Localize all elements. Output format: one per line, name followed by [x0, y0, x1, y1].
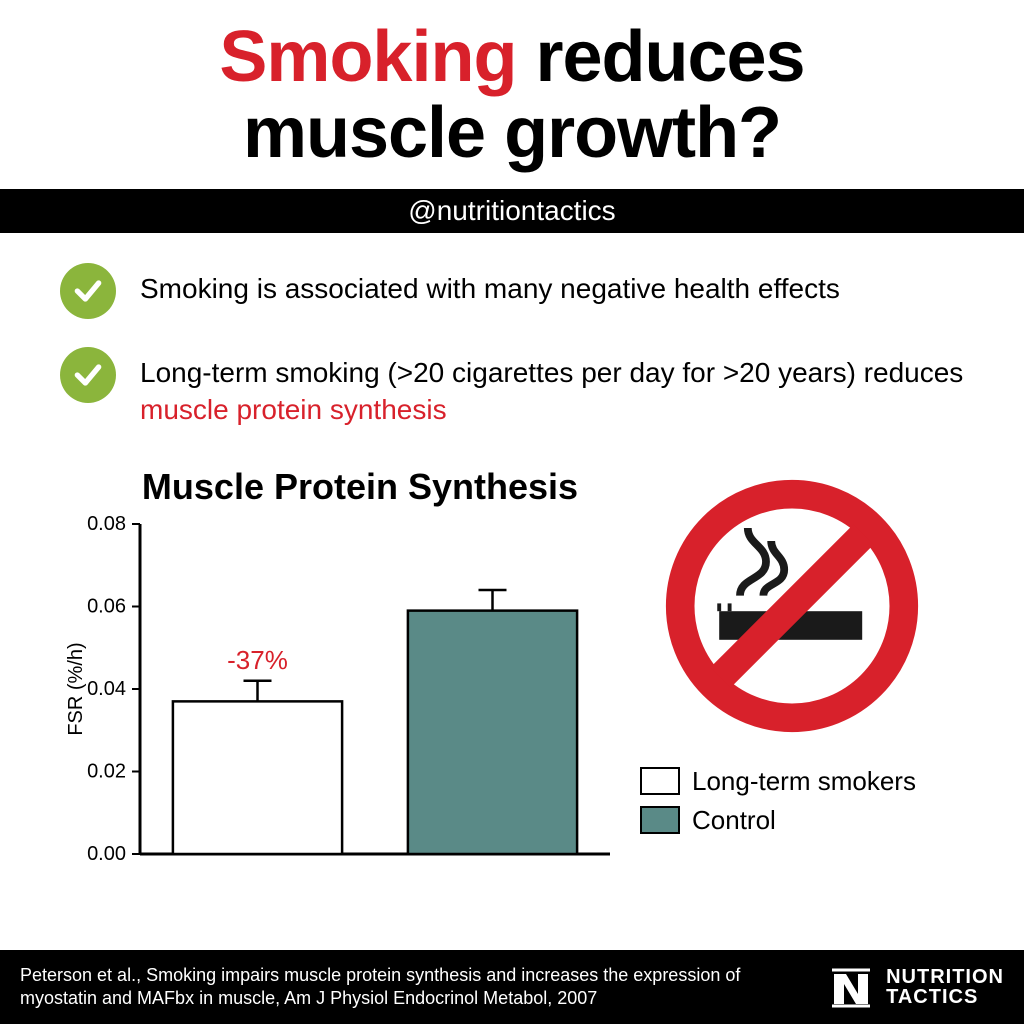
footer-bar: Peterson et al., Smoking impairs muscle … — [0, 950, 1024, 1024]
svg-text:0.00: 0.00 — [87, 843, 126, 865]
legend-swatch — [640, 806, 680, 834]
bullet-text: Smoking is associated with many negative… — [140, 263, 840, 307]
legend-label: Control — [692, 805, 776, 836]
no-smoking-icon — [662, 476, 922, 736]
bullet-list: Smoking is associated with many negative… — [0, 233, 1024, 466]
legend-swatch — [640, 767, 680, 795]
headline-rest-1: reduces — [516, 17, 804, 97]
check-icon — [60, 263, 116, 319]
social-handle-bar: @nutritiontactics — [0, 189, 1024, 233]
chart-title: Muscle Protein Synthesis — [100, 466, 620, 508]
brand-logo: NUTRITION TACTICS — [826, 962, 1004, 1012]
content-row: Muscle Protein Synthesis 0.000.020.040.0… — [0, 466, 1024, 874]
legend-item: Long-term smokers — [640, 766, 916, 797]
bar-chart: 0.00 0.02 0.04 0.06 0.08 FSR (%/h) -37% — [60, 514, 620, 874]
brand-mark-icon — [826, 962, 876, 1012]
svg-text:-37%: -37% — [227, 645, 288, 675]
headline-line-1: Smoking reduces — [40, 20, 984, 96]
brand-text: NUTRITION TACTICS — [886, 967, 1004, 1007]
chart-container: Muscle Protein Synthesis 0.000.020.040.0… — [60, 466, 620, 874]
headline-highlight: Smoking — [219, 17, 516, 97]
legend-label: Long-term smokers — [692, 766, 916, 797]
svg-text:FSR (%/h): FSR (%/h) — [65, 642, 87, 735]
svg-text:0.06: 0.06 — [87, 595, 126, 617]
bullet-item: Smoking is associated with many negative… — [60, 263, 964, 319]
right-column: Long-term smokers Control — [620, 466, 964, 844]
bullet-item: Long-term smoking (>20 cigarettes per da… — [60, 347, 964, 428]
check-icon — [60, 347, 116, 403]
svg-text:0.02: 0.02 — [87, 760, 126, 782]
citation-text: Peterson et al., Smoking impairs muscle … — [20, 964, 780, 1011]
svg-text:0.04: 0.04 — [87, 678, 126, 700]
headline: Smoking reduces muscle growth? — [0, 0, 1024, 181]
svg-text:0.08: 0.08 — [87, 514, 126, 535]
bullet-text: Long-term smoking (>20 cigarettes per da… — [140, 347, 964, 428]
legend: Long-term smokers Control — [640, 766, 916, 844]
legend-item: Control — [640, 805, 916, 836]
headline-line-2: muscle growth? — [40, 96, 984, 172]
